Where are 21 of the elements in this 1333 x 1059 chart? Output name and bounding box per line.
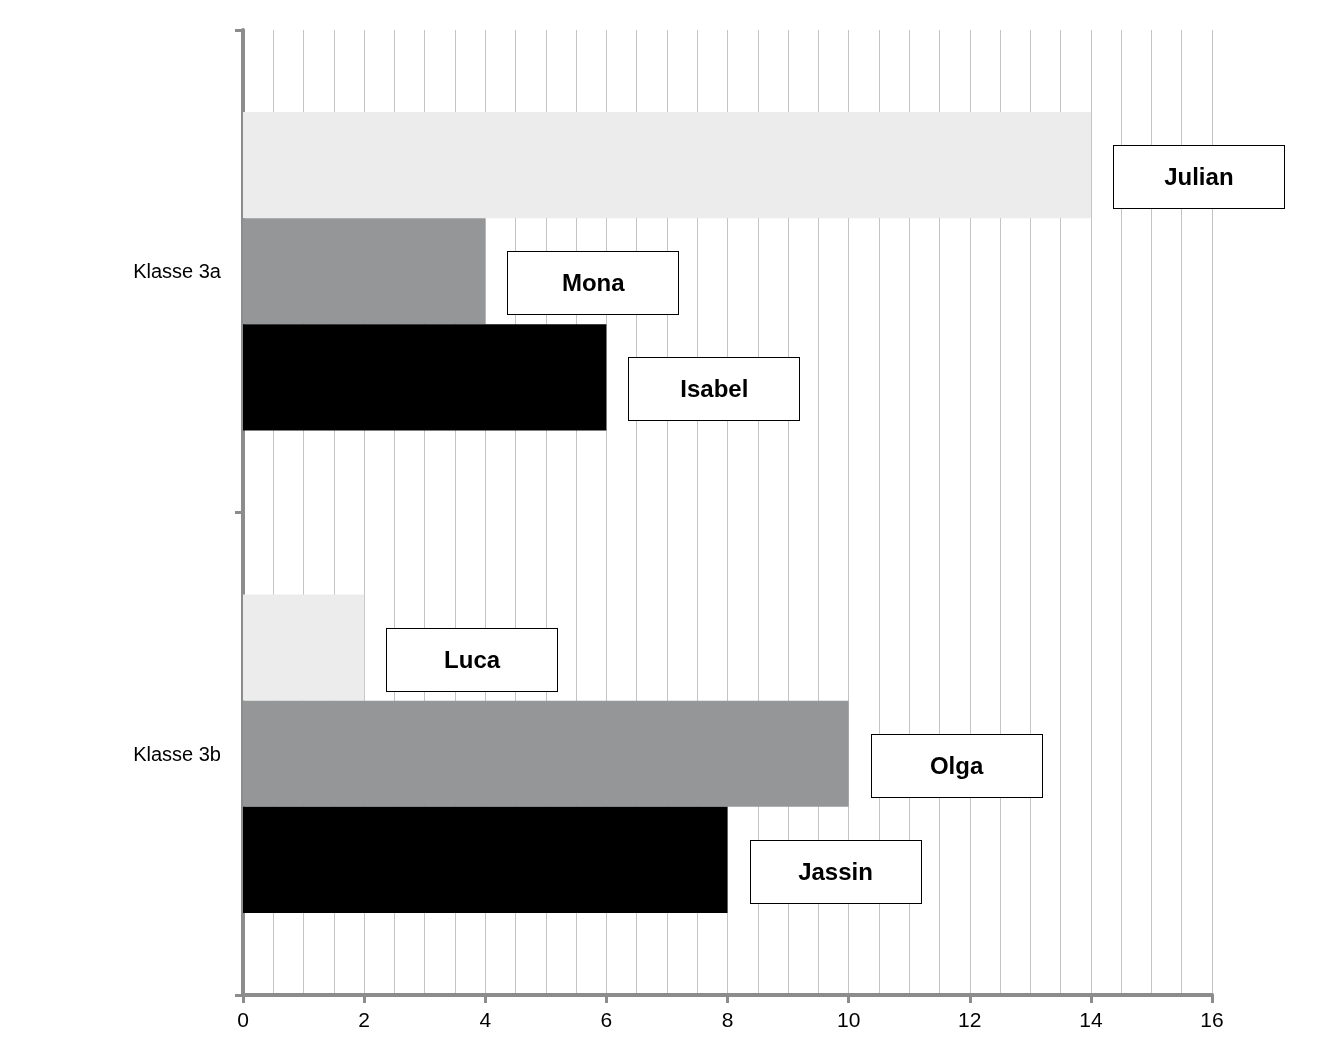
bar xyxy=(243,806,728,913)
bar xyxy=(243,594,365,701)
x-tick-label: 10 xyxy=(836,1008,861,1031)
y-tick-label: Klasse 3a xyxy=(133,260,222,283)
name-box: Mona xyxy=(507,251,680,316)
x-tick-label: 12 xyxy=(958,1008,982,1031)
x-tick-label: 4 xyxy=(479,1008,492,1031)
name-box: Jassin xyxy=(749,839,922,904)
y-tick-label: Klasse 3b xyxy=(133,742,221,765)
name-box: Isabel xyxy=(628,357,801,422)
name-box: Julian xyxy=(1112,145,1285,210)
x-tick-label: 6 xyxy=(600,1008,613,1031)
x-tick-label: 14 xyxy=(1079,1008,1103,1031)
x-tick-label: 0 xyxy=(237,1008,249,1031)
x-tick-label: 16 xyxy=(1200,1008,1224,1031)
name-box: Olga xyxy=(870,733,1043,798)
x-tick-label: 2 xyxy=(358,1008,370,1031)
bar xyxy=(243,324,607,431)
bar xyxy=(243,112,1091,219)
x-tick-label: 8 xyxy=(721,1008,734,1031)
name-box: Luca xyxy=(386,627,559,692)
